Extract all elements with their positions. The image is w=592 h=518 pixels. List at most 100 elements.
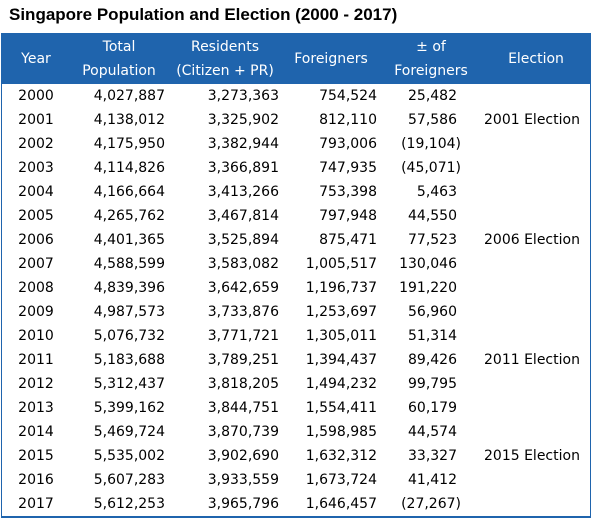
year-cell: 2003: [18, 160, 54, 176]
foreigner-change-cell: (27,267): [380, 492, 482, 517]
year-cell: 2010: [18, 328, 54, 344]
residents-cell: 3,818,205: [207, 376, 279, 392]
header-election: Election: [482, 34, 590, 84]
foreigners-cell: 1,598,985: [305, 424, 377, 440]
header-diff-line1: ± of: [416, 39, 446, 55]
year-cell: 2004: [18, 184, 54, 200]
election-cell: [482, 300, 590, 324]
election-cell: [482, 84, 590, 108]
year-cell: 2001: [18, 112, 54, 128]
foreigner-change-cell: 191,220: [399, 280, 457, 296]
residents-cell: 3,733,876: [207, 304, 279, 320]
foreigners-cell: 747,935: [319, 160, 377, 176]
election-cell: [482, 492, 590, 517]
foreigners-cell: 812,110: [319, 112, 377, 128]
election-cell: 2015 Election: [484, 448, 580, 464]
foreigners-cell: 1,305,011: [305, 328, 377, 344]
table-row: 2007 4,588,599 3,583,082 1,005,517 130,046: [2, 252, 590, 276]
election-cell: [482, 204, 590, 228]
table-row: 2002 4,175,950 3,382,944 793,006 (19,104): [2, 132, 590, 156]
foreigner-change-cell: 25,482: [408, 88, 457, 104]
election-cell: 2006 Election: [484, 232, 580, 248]
table-row: 2014 5,469,724 3,870,739 1,598,985 44,574: [2, 420, 590, 444]
foreigners-cell: 1,253,697: [305, 304, 377, 320]
total-population-cell: 5,399,162: [93, 400, 165, 416]
residents-cell: 3,642,659: [207, 280, 279, 296]
total-population-cell: 4,138,012: [93, 112, 165, 128]
total-population-cell: 5,076,732: [93, 328, 165, 344]
year-cell: 2009: [18, 304, 54, 320]
header-foreigners-label: Foreigners: [294, 51, 368, 67]
total-population-cell: 4,175,950: [93, 136, 165, 152]
foreigner-change-cell: 44,550: [408, 208, 457, 224]
total-population-cell: 5,469,724: [93, 424, 165, 440]
foreigners-cell: 1,554,411: [305, 400, 377, 416]
header-total-line1: Total: [102, 39, 136, 55]
year-cell: 2002: [18, 136, 54, 152]
foreigner-change-cell: 33,327: [408, 448, 457, 464]
header-diff-line2: Foreigners: [394, 63, 468, 79]
residents-cell: 3,583,082: [207, 256, 279, 272]
total-population-cell: 4,588,599: [93, 256, 165, 272]
foreigners-cell: 1,494,232: [305, 376, 377, 392]
election-cell: [482, 180, 590, 204]
residents-cell: 3,467,814: [207, 208, 279, 224]
foreigners-cell: 1,673,724: [305, 472, 377, 488]
residents-cell: 3,366,891: [207, 160, 279, 176]
election-cell: [482, 132, 590, 156]
year-cell: 2013: [18, 400, 54, 416]
header-election-label: Election: [508, 51, 564, 67]
table-row: 2003 4,114,826 3,366,891 747,935 (45,071): [2, 156, 590, 180]
foreigners-cell: 1,646,457: [282, 492, 380, 517]
election-cell: [482, 324, 590, 348]
residents-cell: 3,771,721: [207, 328, 279, 344]
foreigner-change-cell: 60,179: [408, 400, 457, 416]
total-population-cell: 5,612,253: [70, 492, 168, 517]
table-row: 2015 5,535,002 3,902,690 1,632,312 33,327 201…: [2, 444, 590, 468]
header-residents-line2: (Citizen + PR): [176, 63, 274, 79]
foreigner-change-cell: 77,523: [408, 232, 457, 248]
header-total-line2: Population: [82, 63, 156, 79]
year-cell: 2012: [18, 376, 54, 392]
election-cell: [482, 372, 590, 396]
election-cell: 2011 Election: [484, 352, 580, 368]
year-cell: 2011: [18, 352, 54, 368]
header-foreigner-change: ± of Foreigners: [380, 34, 482, 84]
table-row: 2012 5,312,437 3,818,205 1,494,232 99,795: [2, 372, 590, 396]
foreigners-cell: 1,632,312: [305, 448, 377, 464]
table-body: 2000 4,027,887 3,273,363 754,524 25,482 2001 4…: [2, 84, 590, 517]
total-population-cell: 4,987,573: [93, 304, 165, 320]
foreigner-change-cell: 56,960: [408, 304, 457, 320]
total-population-cell: 4,401,365: [93, 232, 165, 248]
table-row: 2016 5,607,283 3,933,559 1,673,724 41,412: [2, 468, 590, 492]
foreigner-change-cell: 41,412: [408, 472, 457, 488]
foreigners-cell: 797,948: [319, 208, 377, 224]
residents-cell: 3,325,902: [207, 112, 279, 128]
year-cell: 2006: [18, 232, 54, 248]
table-header: Year Total Population Residents (Citizen…: [2, 34, 590, 84]
foreigner-change-cell: 130,046: [399, 256, 457, 272]
foreigners-cell: 875,471: [319, 232, 377, 248]
total-population-cell: 4,114,826: [93, 160, 165, 176]
header-year: Year: [2, 34, 70, 84]
table-row: 2011 5,183,688 3,789,251 1,394,437 89,426 201…: [2, 348, 590, 372]
header-foreigners: Foreigners: [282, 34, 380, 84]
foreigners-cell: 1,005,517: [305, 256, 377, 272]
header-row: Year Total Population Residents (Citizen…: [2, 34, 590, 84]
election-cell: [482, 468, 590, 492]
foreigners-cell: 1,196,737: [305, 280, 377, 296]
foreigners-cell: 793,006: [319, 136, 377, 152]
foreigner-change-cell: 99,795: [408, 376, 457, 392]
year-cell: 2008: [18, 280, 54, 296]
header-total-population: Total Population: [70, 34, 168, 84]
total-population-cell: 4,027,887: [93, 88, 165, 104]
total-population-cell: 4,265,762: [93, 208, 165, 224]
total-population-cell: 5,312,437: [93, 376, 165, 392]
year-cell: 2016: [18, 472, 54, 488]
election-cell: [482, 396, 590, 420]
table-row: 2000 4,027,887 3,273,363 754,524 25,482: [2, 84, 590, 108]
foreigners-cell: 1,394,437: [305, 352, 377, 368]
foreigner-change-cell: 89,426: [408, 352, 457, 368]
header-year-label: Year: [21, 51, 51, 67]
residents-cell: 3,902,690: [207, 448, 279, 464]
